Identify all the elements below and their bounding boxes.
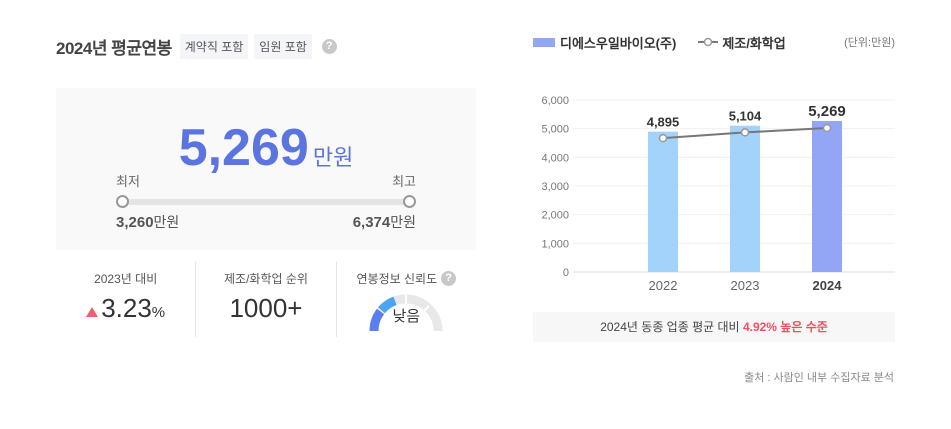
stat-reliability: 연봉정보 신뢰도? 낮음	[335, 262, 476, 337]
svg-text:4,895: 4,895	[647, 115, 680, 130]
average-salary-unit: 만원	[312, 145, 354, 170]
min-knob	[116, 195, 129, 208]
industry-comparison: 2024년 동종 업종 평균 대비 4.92% 높은 수준	[533, 312, 895, 342]
salary-range-bar	[122, 199, 412, 205]
min-label: 최저	[116, 174, 140, 189]
company-legend-swatch	[533, 37, 555, 47]
salary-chart: 0 1,000 2,000 3,000 4,000 5,000 6,000 4,895 2022…	[533, 88, 895, 298]
chart-legend: 디에스우일바이오(주) 제조/화학업 (단위:만원)	[533, 30, 895, 54]
max-value: 6,374만원	[352, 214, 416, 231]
source-note: 출처 : 사람인 내부 수집자료 분석	[744, 372, 894, 384]
svg-text:2022: 2022	[649, 278, 678, 293]
average-salary-value: 5,269	[178, 119, 309, 177]
min-value: 3,260만원	[116, 214, 180, 231]
up-arrow-icon	[86, 307, 99, 317]
tag-executive: 임원 포함	[254, 33, 312, 59]
svg-text:6,000: 6,000	[541, 95, 569, 107]
svg-text:0: 0	[563, 267, 569, 279]
stat-industry-rank: 제조/화학업 순위 1000+	[195, 262, 335, 337]
max-knob	[403, 195, 416, 208]
svg-text:5,000: 5,000	[541, 124, 569, 136]
stats-row: 2023년 대비 3.23% 제조/화학업 순위 1000+ 연봉정보 신뢰도?…	[56, 262, 476, 337]
svg-text:5,104: 5,104	[729, 109, 762, 124]
tag-contract: 계약직 포함	[179, 33, 249, 59]
svg-text:3,000: 3,000	[541, 181, 569, 193]
svg-text:1,000: 1,000	[541, 238, 569, 250]
svg-text:4,000: 4,000	[541, 152, 569, 164]
svg-text:2,000: 2,000	[541, 210, 569, 222]
svg-text:2023: 2023	[731, 278, 760, 293]
svg-text:5,269: 5,269	[808, 103, 846, 120]
reliability-gauge: 낮음	[368, 291, 444, 332]
help-icon[interactable]: ?	[441, 271, 457, 286]
stat-yoy: 2023년 대비 3.23%	[56, 262, 195, 337]
average-salary-panel: 5,269 만원 최저 최고 3,260만원 6,374만원	[56, 88, 476, 250]
help-icon[interactable]: ?	[321, 38, 337, 54]
salary-header: 2024년 평균연봉 계약직 포함 임원 포함 ?	[56, 30, 476, 62]
page-title: 2024년 평균연봉	[56, 38, 172, 58]
svg-text:2024: 2024	[813, 278, 843, 293]
max-label: 최고	[392, 174, 416, 189]
line-marker-icon	[698, 37, 719, 47]
